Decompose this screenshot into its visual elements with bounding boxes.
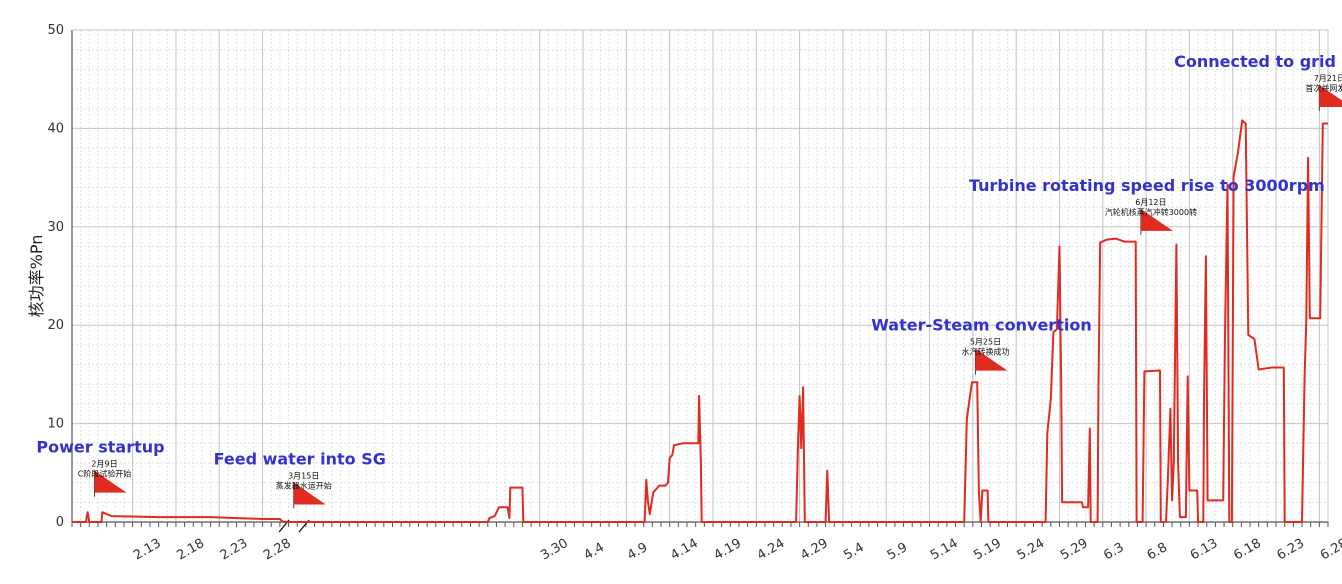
x-tick-label: 4.19 [711, 536, 744, 563]
x-tick-label: 4.24 [755, 536, 788, 563]
axes: 核功率%Pn [27, 29, 1329, 533]
y-tick-label: 20 [47, 318, 64, 333]
x-tick-label: 5.9 [885, 540, 910, 563]
x-tick-label: 6.28 [1318, 536, 1342, 563]
y-tick-label: 50 [47, 23, 64, 38]
y-tick-label: 30 [47, 220, 64, 235]
milestone-cn-text: 蒸发器水运开始 [276, 480, 332, 490]
milestone-cn-text: 首次并网发电 [1305, 83, 1342, 93]
y-tick-label: 10 [47, 417, 64, 432]
x-tick-label: 3.30 [538, 536, 571, 563]
x-tick-label: 6.13 [1188, 536, 1221, 563]
x-tick-label: 5.14 [928, 536, 961, 563]
x-tick-label: 2.23 [218, 536, 251, 563]
x-tick-label: 4.29 [798, 536, 831, 563]
x-tick-label: 6.18 [1231, 536, 1264, 563]
flag-icon [975, 348, 1008, 371]
x-tick-label: 6.3 [1101, 540, 1126, 563]
x-tick-label: 5.4 [841, 540, 866, 563]
x-tick-label: 6.8 [1145, 540, 1170, 563]
x-tick-label: 4.4 [582, 540, 607, 563]
flag-icon [1319, 84, 1342, 107]
milestone-label: Power startup [36, 438, 164, 457]
x-tick-label: 5.19 [971, 536, 1004, 563]
milestone-cn-date: 5月25日 [970, 338, 1001, 347]
milestone-label: Water-Steam convertion [871, 316, 1092, 335]
y-axis-title: 核功率%Pn [27, 235, 46, 318]
milestone-label: Feed water into SG [214, 449, 386, 468]
flag-icon [94, 470, 127, 493]
power-series-line [72, 119, 1328, 523]
x-tick-label: 6.23 [1275, 536, 1308, 563]
y-tick-label: 0 [56, 515, 64, 530]
x-tick-label: 5.29 [1058, 536, 1091, 563]
milestone-cn-date: 7月21日 [1314, 74, 1342, 83]
x-tick-label: 4.9 [625, 540, 650, 563]
y-tick-label: 40 [47, 121, 64, 136]
x-tick-label: 5.24 [1015, 536, 1048, 563]
milestone-label: Connected to grid [1174, 52, 1336, 71]
x-tick-label: 2.28 [261, 536, 294, 563]
flag-icon [293, 482, 326, 505]
milestone-cn-text: C阶段试验开始 [78, 469, 132, 479]
series [72, 119, 1328, 523]
milestone-cn-text: 水汽转换成功 [961, 347, 1009, 357]
milestone-cn-text: 汽轮机核蒸汽冲转3000转 [1105, 207, 1197, 217]
milestone-label: Turbine rotating speed rise to 3000rpm [969, 176, 1325, 195]
milestone: 7月21日首次并网发电 Connected to grid [1174, 52, 1342, 111]
flag-icon [1140, 208, 1173, 231]
y-tick-labels: 0 10 20 30 40 50 [47, 23, 64, 530]
x-tick-label: 4.14 [668, 536, 701, 563]
x-tick-label: 2.13 [131, 536, 164, 563]
grid [72, 29, 1328, 523]
milestone-cn-date: 6月12日 [1135, 198, 1166, 207]
x-tick-label: 2.18 [174, 536, 207, 563]
milestone-cn-date: 3月15日 [288, 471, 319, 480]
milestone-cn-date: 2月9日 [91, 460, 117, 469]
x-tick-labels: 2.13 2.18 2.23 2.28 3.30 4.4 4.9 4.14 4.19 4.24 4.… [131, 536, 1342, 563]
